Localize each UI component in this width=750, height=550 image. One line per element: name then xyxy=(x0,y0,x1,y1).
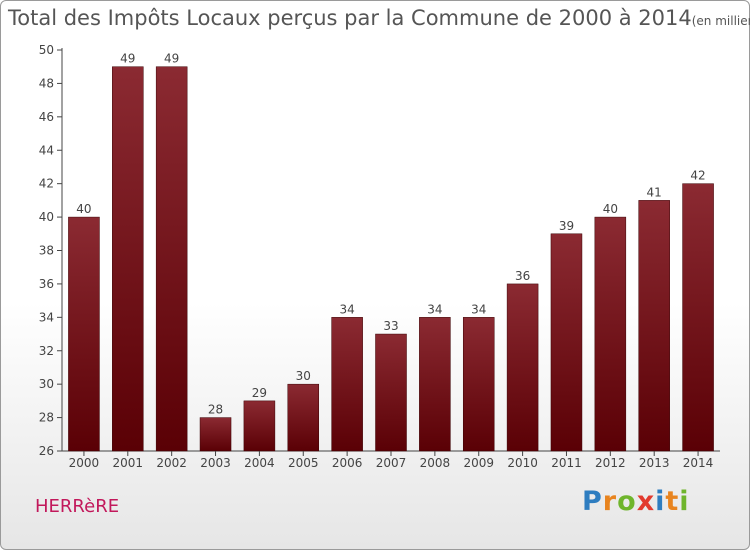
x-tick-label: 2013 xyxy=(639,456,670,470)
x-tick-label: 2001 xyxy=(113,456,144,470)
y-tick-label: 32 xyxy=(39,344,54,358)
bar xyxy=(506,283,539,452)
y-tick-label: 40 xyxy=(39,210,54,224)
data-label: 49 xyxy=(164,52,179,66)
x-tick-label: 2005 xyxy=(288,456,319,470)
bar xyxy=(112,66,144,452)
brand-letter: o xyxy=(617,486,637,517)
chart-title-unit: (en milliers d'€) xyxy=(691,14,750,28)
y-tick-label: 50 xyxy=(39,43,54,57)
brand-letter: i xyxy=(679,486,690,517)
bar xyxy=(375,333,407,452)
x-tick-label: 2003 xyxy=(200,456,231,470)
bar xyxy=(199,417,232,452)
x-tick-label: 2004 xyxy=(244,456,275,470)
x-tick-label: 2014 xyxy=(683,456,714,470)
chart-title: Total des Impôts Locaux perçus par la Co… xyxy=(8,6,750,30)
data-label: 33 xyxy=(383,319,398,333)
data-label: 30 xyxy=(296,369,311,383)
bar xyxy=(682,183,714,452)
brand-letter: P xyxy=(582,486,603,517)
commune-name: HERRèRE xyxy=(35,496,120,517)
y-tick-label: 26 xyxy=(39,444,54,458)
data-label: 28 xyxy=(208,403,223,417)
bar xyxy=(594,216,627,452)
x-tick-label: 2007 xyxy=(376,456,407,470)
x-tick-label: 2002 xyxy=(156,456,187,470)
brand-letter: t xyxy=(665,486,680,517)
data-label: 49 xyxy=(120,52,135,66)
data-label: 34 xyxy=(471,302,486,316)
y-tick-label: 42 xyxy=(39,177,54,191)
bar xyxy=(243,400,276,452)
brand-letter: r xyxy=(602,486,618,517)
data-label: 41 xyxy=(647,185,662,199)
data-label: 29 xyxy=(252,386,267,400)
bar xyxy=(638,200,670,452)
bar xyxy=(331,317,363,452)
x-tick-label: 2010 xyxy=(507,456,538,470)
y-tick-label: 36 xyxy=(39,277,54,291)
data-label: 39 xyxy=(559,219,574,233)
y-tick-label: 38 xyxy=(39,244,54,258)
y-tick-label: 44 xyxy=(39,143,54,157)
bar xyxy=(287,383,320,452)
y-tick-label: 48 xyxy=(39,76,54,90)
chart-title-main: Total des Impôts Locaux perçus par la Co… xyxy=(8,6,692,30)
x-tick-label: 2006 xyxy=(332,456,363,470)
x-tick-label: 2008 xyxy=(420,456,451,470)
y-tick-label: 34 xyxy=(39,310,54,324)
bar xyxy=(462,317,495,452)
data-label: 36 xyxy=(515,269,530,283)
bar xyxy=(68,216,100,452)
x-tick-label: 2012 xyxy=(595,456,626,470)
data-label: 42 xyxy=(690,169,705,183)
bar xyxy=(550,233,583,452)
x-tick-label: 2000 xyxy=(69,456,100,470)
bar xyxy=(155,66,188,452)
y-tick-label: 28 xyxy=(39,411,54,425)
data-label: 34 xyxy=(427,302,442,316)
data-label: 40 xyxy=(603,202,618,216)
brand-letter: i xyxy=(655,486,666,517)
y-tick-label: 46 xyxy=(39,110,54,124)
x-tick-label: 2009 xyxy=(463,456,494,470)
y-tick-label: 30 xyxy=(39,377,54,391)
bar xyxy=(419,317,451,452)
data-label: 40 xyxy=(76,202,91,216)
brand-letter: x xyxy=(636,486,656,517)
proxiti-logo: Proxiti xyxy=(582,486,690,517)
data-label: 34 xyxy=(339,302,354,316)
x-tick-label: 2011 xyxy=(551,456,582,470)
